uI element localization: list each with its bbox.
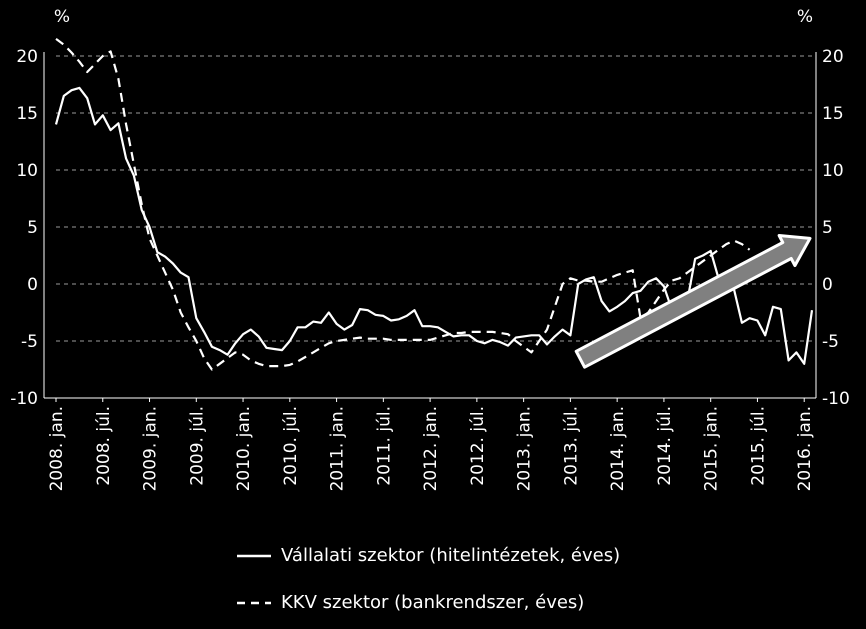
y-tick-right-15: 15 [822, 104, 844, 124]
y-tick-labels: -10 -10 -5 -5 0 0 5 5 10 10 15 15 20 20 [10, 47, 850, 409]
x-tick-label: 2012. jan. [421, 406, 441, 491]
x-tick-labels: 2008. jan. 2008. júl. 2009. jan. 2009. júl.… [47, 406, 815, 491]
y-tick-left-0: 0 [27, 275, 38, 295]
legend-solid-swatch [237, 554, 271, 557]
x-tick-label: 2008. jan. [47, 406, 67, 491]
x-tick-label: 2014. júl. [655, 406, 675, 486]
y-unit-right: % [797, 7, 813, 27]
x-tick-label: 2012. júl. [468, 406, 488, 486]
series-line-2 [55, 38, 751, 371]
y-tick-right--10: -10 [822, 389, 850, 409]
y-tick-left-15: 15 [16, 104, 38, 124]
y-tick-right-0: 0 [822, 275, 833, 295]
y-tick-right--5: -5 [822, 332, 839, 352]
x-tick-label: 2009. jan. [141, 406, 161, 491]
trend-arrow-shape [574, 234, 812, 369]
trend-arrow [574, 234, 812, 369]
series-line-1 [54, 86, 814, 365]
x-tick-label: 2010. júl. [281, 406, 301, 486]
x-tick-label: 2015. jan. [702, 406, 722, 491]
x-tick-label: 2013. jan. [515, 406, 535, 491]
legend-dashed-swatch [237, 601, 271, 604]
x-tick-label: 2009. júl. [187, 406, 207, 486]
x-tick-label: 2010. jan. [234, 406, 254, 491]
y-tick-left--10: -10 [10, 389, 38, 409]
series-lines [54, 38, 814, 371]
y-tick-right-10: 10 [822, 161, 844, 181]
legend-label-1: Vállalati szektor (hitelintézetek, éves) [281, 545, 621, 566]
y-tick-left-20: 20 [16, 47, 38, 67]
y-unit-left: % [54, 7, 70, 27]
y-tick-left-10: 10 [16, 161, 38, 181]
y-tick-right-5: 5 [822, 218, 833, 238]
x-tick-label: 2014. jan. [608, 406, 628, 491]
axes [43, 52, 817, 402]
x-tick-label: 2015. júl. [748, 406, 768, 486]
x-tick-label: 2011. júl. [374, 406, 394, 486]
x-tick-label: 2013. júl. [561, 406, 581, 486]
legend-entry-solid: Vállalati szektor (hitelintézetek, éves) [235, 545, 620, 566]
gridlines [56, 55, 812, 399]
x-tick-label: 2011. jan. [328, 406, 348, 491]
x-tick-label: 2016. jan. [795, 406, 815, 491]
y-tick-left-5: 5 [27, 218, 38, 238]
x-tick-label: 2008. júl. [94, 406, 114, 486]
y-tick-right-20: 20 [822, 47, 844, 67]
legend-label-2: KKV szektor (bankrendszer, éves) [281, 592, 585, 613]
legend-entry-dashed: KKV szektor (bankrendszer, éves) [235, 592, 584, 613]
y-tick-left--5: -5 [21, 332, 38, 352]
